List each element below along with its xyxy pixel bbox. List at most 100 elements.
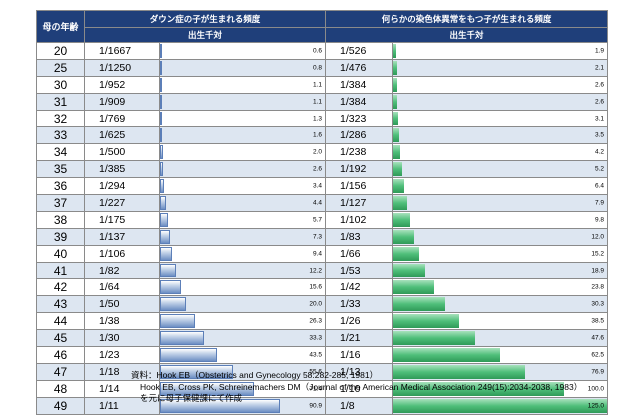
age-cell: 43 (36, 295, 85, 314)
chromosome-abnormality-header: 何らかの染色体異常をもつ子が生まれる頻度 (325, 10, 609, 28)
down-bar-cell: 71.4 (158, 379, 327, 398)
chrom-value-label: 7.9 (594, 199, 605, 207)
table-row: 41 1/82 12.2 1/53 18.9 (36, 261, 609, 280)
chrom-value-label: 76.9 (591, 368, 605, 376)
table-row: 44 1/38 26.3 1/26 38.5 (36, 312, 609, 331)
chrom-bar (393, 348, 501, 362)
chrom-value-label: 23.8 (591, 283, 605, 291)
down-value-label: 20.0 (309, 300, 323, 308)
down-bar (160, 381, 255, 396)
table-row: 30 1/952 1.1 1/384 2.6 (36, 75, 609, 94)
age-cell: 35 (36, 160, 85, 179)
age-cell: 20 (36, 42, 85, 60)
down-bar-cell: 15.6 (158, 278, 327, 297)
down-bar (160, 111, 162, 126)
age-cell: 38 (36, 210, 85, 229)
chrom-bar-cell: 125.0 (392, 396, 609, 415)
down-frequency-cell: 1/18 (84, 362, 160, 381)
age-cell: 45 (36, 329, 85, 348)
chrom-bar (393, 145, 401, 160)
down-bar-cell: 12.2 (158, 261, 327, 280)
down-value-label: 7.3 (312, 233, 323, 241)
down-frequency-cell: 1/227 (84, 194, 160, 212)
down-bar-cell: 1.1 (158, 75, 327, 94)
down-bar (160, 280, 181, 295)
table-row: 48 1/14 71.4 1/10 100.0 (36, 379, 609, 398)
down-bar-cell: 0.6 (158, 42, 327, 60)
chrom-bar (393, 111, 399, 126)
chrom-frequency-cell: 1/192 (325, 160, 394, 179)
chrom-frequency-cell: 1/286 (325, 126, 394, 145)
age-cell: 48 (36, 379, 85, 398)
down-frequency-cell: 1/23 (84, 346, 160, 364)
chrom-bar (393, 60, 397, 75)
chrom-frequency-cell: 1/127 (325, 194, 394, 212)
chrom-frequency-cell: 1/156 (325, 177, 394, 196)
down-value-label: 4.4 (312, 199, 323, 207)
chrom-value-label: 125.0 (587, 402, 605, 410)
down-bar-cell: 20.0 (158, 295, 327, 314)
down-bar (160, 212, 168, 227)
chrom-bar-cell: 3.5 (392, 126, 609, 145)
chrom-value-label: 62.5 (591, 351, 605, 359)
table-row: 31 1/909 1.1 1/384 2.6 (36, 92, 609, 111)
down-frequency-cell: 1/909 (84, 92, 160, 111)
down-frequency-cell: 1/137 (84, 227, 160, 246)
table-row: 33 1/625 1.6 1/286 3.5 (36, 126, 609, 145)
chrom-bar-cell: 100.0 (392, 379, 609, 398)
down-value-label: 26.3 (309, 317, 323, 325)
down-bar-cell: 2.6 (158, 160, 327, 179)
chrom-value-label: 2.6 (594, 98, 605, 106)
down-value-label: 1.1 (312, 81, 323, 89)
down-value-label: 33.3 (309, 334, 323, 342)
chrom-value-label: 15.2 (591, 250, 605, 258)
table-row: 46 1/23 43.5 1/16 62.5 (36, 346, 609, 364)
source-line-3: を元に母子保健課にて作成 (140, 393, 243, 404)
chrom-bar-cell: 18.9 (392, 261, 609, 280)
down-frequency-cell: 1/1250 (84, 58, 160, 77)
chrom-bar (393, 77, 398, 92)
chrom-bar (393, 314, 459, 329)
chrom-bar-cell: 9.8 (392, 210, 609, 229)
down-bar-cell: 33.3 (158, 329, 327, 348)
chrom-bar (393, 280, 434, 295)
down-frequency-cell: 1/106 (84, 244, 160, 263)
down-value-label: 9.4 (312, 250, 323, 258)
age-cell: 34 (36, 143, 85, 162)
down-bar (160, 331, 204, 346)
down-frequency-cell: 1/38 (84, 312, 160, 331)
chrom-value-label: 12.0 (591, 233, 605, 241)
source-line-1: 資料：Hook EB（Obstetrics and Gynecology 58:… (131, 370, 379, 380)
chrom-bar (393, 246, 420, 261)
chrom-bar-cell: 4.2 (392, 143, 609, 162)
table-row: 38 1/175 5.7 1/102 9.8 (36, 210, 609, 229)
chrom-frequency-cell: 1/66 (325, 244, 394, 263)
age-cell: 30 (36, 75, 85, 94)
chrom-frequency-cell: 1/42 (325, 278, 394, 297)
table-row: 43 1/50 20.0 1/33 30.3 (36, 295, 609, 314)
age-cell: 25 (36, 58, 85, 77)
table-row: 49 1/11 90.9 1/8 125.0 (36, 396, 609, 415)
chrom-frequency-cell: 1/10 (325, 379, 394, 398)
age-cell: 46 (36, 346, 85, 364)
table-row: 42 1/64 15.6 1/42 23.8 (36, 278, 609, 297)
down-bar (160, 94, 162, 109)
down-frequency-cell: 1/14 (84, 379, 160, 398)
table-row: 45 1/30 33.3 1/21 47.6 (36, 329, 609, 348)
chrom-bar (393, 94, 398, 109)
down-frequency-cell: 1/952 (84, 75, 160, 94)
chrom-frequency-cell: 1/384 (325, 92, 394, 111)
chrom-value-label: 2.6 (594, 81, 605, 89)
table-row: 32 1/769 1.3 1/323 3.1 (36, 109, 609, 128)
chrom-bar-cell: 62.5 (392, 346, 609, 364)
down-bar-cell: 0.8 (158, 58, 327, 77)
down-syndrome-header: ダウン症の子が生まれる頻度 (83, 10, 327, 28)
down-value-label: 90.9 (309, 402, 323, 410)
down-value-label: 1.6 (312, 131, 323, 139)
table-row: 39 1/137 7.3 1/83 12.0 (36, 227, 609, 246)
down-frequency-cell: 1/385 (84, 160, 160, 179)
age-cell: 31 (36, 92, 85, 111)
chrom-bar (393, 381, 565, 396)
table-row: 34 1/500 2.0 1/238 4.2 (36, 143, 609, 162)
chrom-bar (393, 364, 525, 379)
